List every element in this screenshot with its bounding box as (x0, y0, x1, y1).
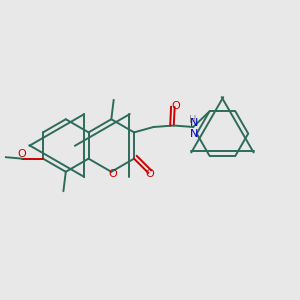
Text: N: N (190, 130, 199, 140)
Text: O: O (146, 169, 154, 179)
Text: H: H (189, 116, 196, 125)
Text: O: O (172, 101, 181, 111)
Text: O: O (17, 149, 26, 159)
Text: O: O (108, 169, 117, 179)
Text: N: N (190, 118, 199, 128)
